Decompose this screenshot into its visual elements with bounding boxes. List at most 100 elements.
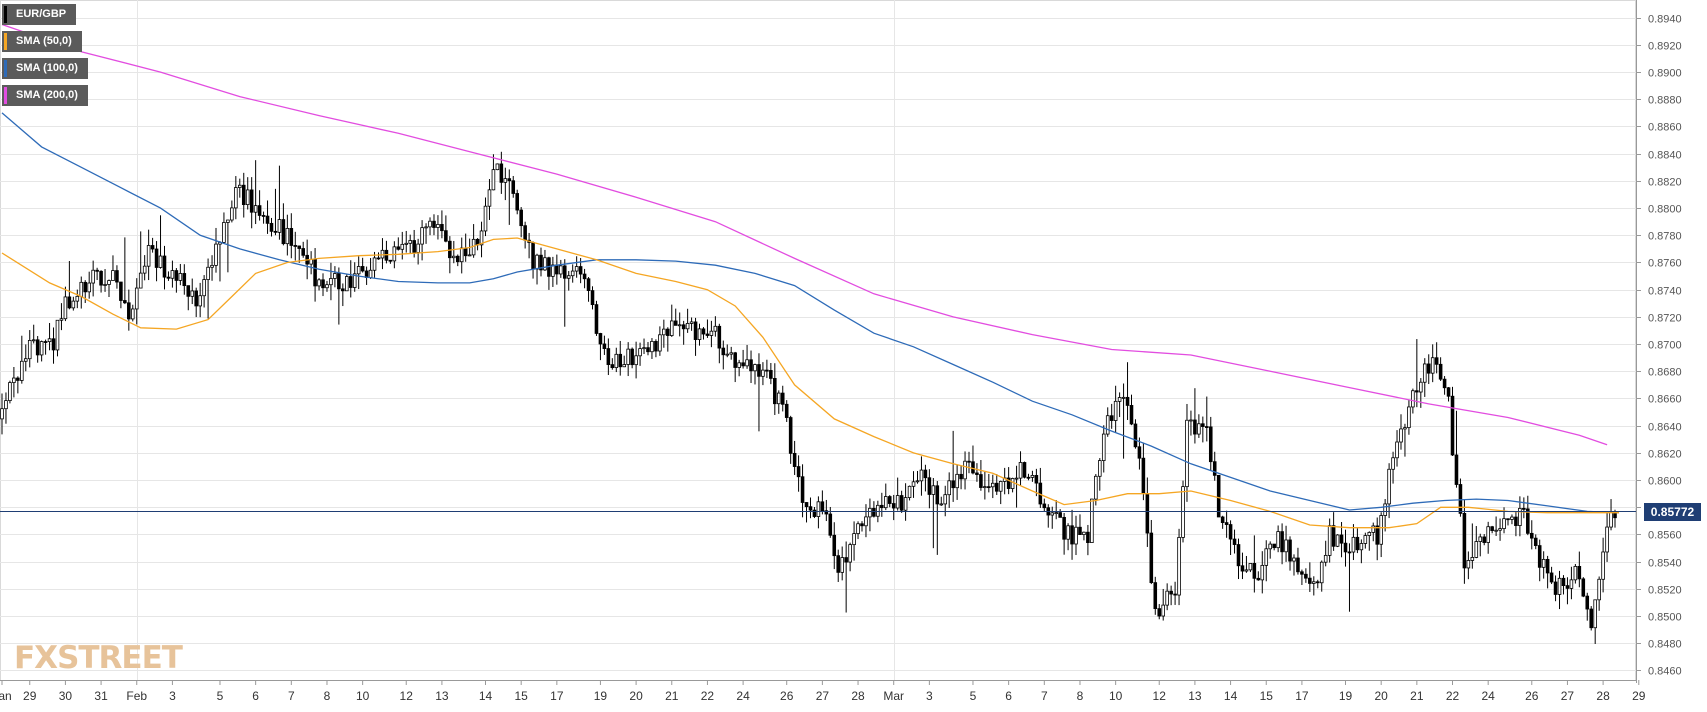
candle-body xyxy=(804,502,809,508)
candle-body xyxy=(182,273,187,287)
candle-body xyxy=(1375,525,1379,545)
legend-item-eurgbp[interactable]: EUR/GBP xyxy=(2,4,77,25)
x-tick-label: 29 xyxy=(23,689,37,703)
candle-body xyxy=(1121,396,1126,399)
candle-body xyxy=(119,281,123,301)
legend-swatch-sma-50 xyxy=(4,33,7,50)
candle-body xyxy=(979,474,983,488)
x-tick-label: 20 xyxy=(1374,689,1388,703)
sma-50-line xyxy=(1,237,1619,529)
candle-body xyxy=(705,333,710,336)
candle-body xyxy=(333,273,337,279)
candle-body xyxy=(1208,426,1213,463)
candle-body xyxy=(673,320,678,326)
candle-body xyxy=(1133,423,1138,448)
candle-body xyxy=(947,480,951,496)
candle-body xyxy=(1149,532,1154,584)
candle-body xyxy=(174,270,179,281)
candle-body xyxy=(12,377,16,383)
x-tick-label: 5 xyxy=(217,689,224,703)
x-tick-label: 12 xyxy=(1153,689,1167,703)
candle-body xyxy=(479,230,484,246)
candle-body xyxy=(709,330,714,336)
candle-body xyxy=(1014,477,1019,480)
candle-body xyxy=(1347,551,1352,554)
candle-body xyxy=(551,264,555,277)
x-tick-label: 21 xyxy=(1410,689,1424,703)
candle-body xyxy=(1387,468,1391,505)
candle-body xyxy=(883,496,888,509)
legend-item-sma-200[interactable]: SMA (200,0) xyxy=(2,85,88,106)
candle-body xyxy=(1526,508,1530,534)
candle-body xyxy=(1514,516,1518,526)
candle-body xyxy=(848,544,852,563)
candle-body xyxy=(1363,535,1368,544)
candle-body xyxy=(51,338,56,351)
candle-body xyxy=(1165,590,1169,606)
candle-body xyxy=(1145,493,1150,534)
candle-body xyxy=(1533,537,1538,546)
candle-body xyxy=(1173,593,1177,596)
candle-body xyxy=(424,226,428,229)
candle-body xyxy=(868,507,872,518)
candle-body xyxy=(372,257,377,271)
candle-body xyxy=(249,189,254,213)
y-tick-label: 0.8860 xyxy=(1648,122,1682,134)
candle-body xyxy=(1438,363,1443,380)
candle-body xyxy=(971,461,975,474)
candle-body xyxy=(257,205,262,216)
candle-body xyxy=(880,504,884,509)
legend-item-sma-50[interactable]: SMA (50,0) xyxy=(2,31,82,52)
x-tick-label: 3 xyxy=(169,689,176,703)
candle-body xyxy=(455,255,460,263)
candle-body xyxy=(463,247,468,257)
candle-body xyxy=(230,207,234,221)
candle-body xyxy=(666,328,670,336)
candle-body xyxy=(935,485,940,505)
candle-body xyxy=(1343,542,1348,553)
candle-body xyxy=(642,347,646,350)
candle-body xyxy=(590,290,595,306)
candle-body xyxy=(1442,378,1447,389)
candle-body xyxy=(983,486,987,489)
candle-body xyxy=(83,281,88,293)
candle-body xyxy=(1058,512,1062,518)
candle-body xyxy=(654,340,658,352)
candle-body xyxy=(1034,475,1039,484)
candle-body xyxy=(317,279,321,287)
legend-item-sma-100[interactable]: SMA (100,0) xyxy=(2,58,88,79)
candle-body xyxy=(915,480,920,483)
candle-body xyxy=(808,506,813,511)
candle-body xyxy=(400,243,405,250)
candle-body xyxy=(1502,518,1506,529)
y-tick-label: 0.8920 xyxy=(1648,41,1682,53)
candle-body xyxy=(1462,512,1467,569)
candle-body xyxy=(543,257,547,271)
candle-body xyxy=(440,224,444,232)
candle-body xyxy=(313,258,317,287)
candle-body xyxy=(23,358,28,362)
candle-body xyxy=(0,408,4,420)
candle-body xyxy=(1050,512,1055,516)
x-tick-label: 13 xyxy=(435,689,449,703)
candle-body xyxy=(95,269,99,272)
candle-body xyxy=(1466,560,1471,569)
candle-body xyxy=(59,318,64,321)
candle-body xyxy=(1125,396,1130,406)
candle-body xyxy=(1082,531,1086,535)
candle-body xyxy=(693,321,698,340)
candle-body xyxy=(206,266,210,280)
candle-body xyxy=(1189,419,1193,422)
candle-body xyxy=(360,266,365,272)
candle-body xyxy=(436,224,440,228)
candle-body xyxy=(1490,526,1494,531)
candle-body xyxy=(321,279,325,289)
candle-body xyxy=(876,504,880,517)
x-tick-label: 21 xyxy=(665,689,679,703)
candle-body xyxy=(1141,457,1146,494)
candle-body xyxy=(559,265,563,275)
y-tick-label: 0.8800 xyxy=(1648,204,1682,216)
candle-body xyxy=(903,497,908,511)
candle-body xyxy=(1205,426,1209,428)
candle-body xyxy=(190,290,195,297)
